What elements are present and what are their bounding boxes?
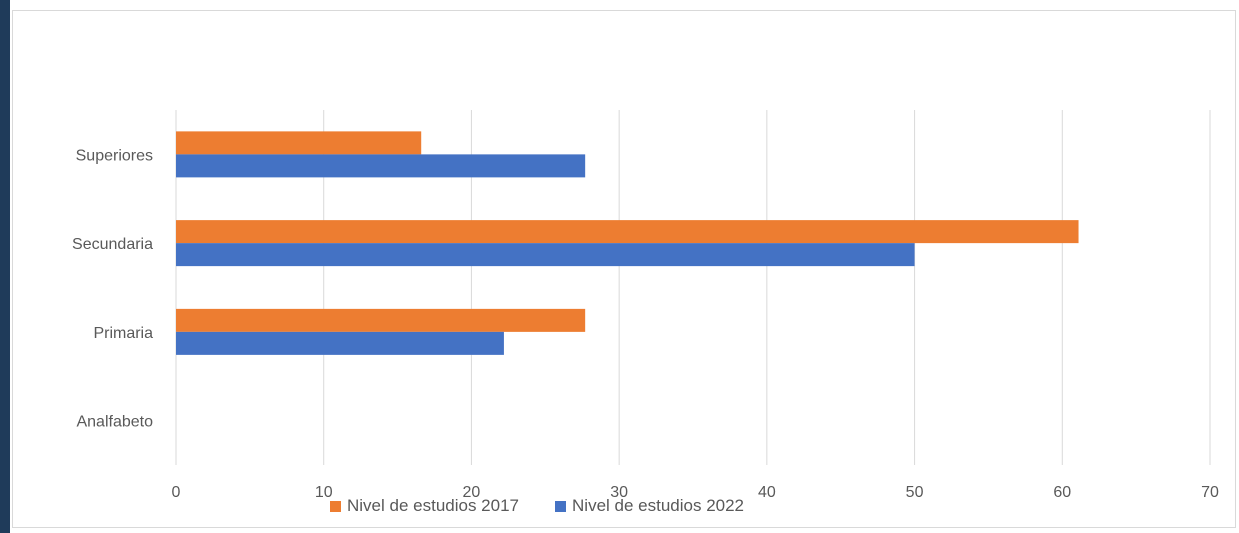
y-axis-categories: Analfabeto Primaria Secundaria Superiores	[72, 147, 153, 430]
bar-secundaria-2017	[176, 220, 1079, 244]
bar-primaria-2022	[176, 331, 504, 355]
bar-secundaria-2022	[176, 243, 915, 267]
x-tick-label: 60	[1053, 484, 1071, 501]
bar-primaria-2017	[176, 308, 586, 332]
bar-superiores-2017	[176, 131, 422, 155]
gridlines	[175, 110, 1211, 465]
x-tick-label: 40	[758, 484, 776, 501]
chart-area	[12, 10, 1236, 528]
window-edge-strip	[0, 0, 10, 533]
legend-label-2017: Nivel de estudios 2017	[347, 496, 520, 515]
x-tick-label: 0	[172, 484, 181, 501]
y-category-label: Primaria	[93, 325, 153, 342]
x-tick-label: 30	[610, 484, 628, 501]
y-category-label: Superiores	[76, 147, 153, 164]
x-tick-label: 70	[1201, 484, 1219, 501]
x-tick-label: 10	[315, 484, 333, 501]
y-category-label: Analfabeto	[76, 414, 153, 431]
x-tick-label: 20	[463, 484, 481, 501]
legend-swatch-2022	[555, 500, 567, 512]
legend-swatch-2017	[330, 500, 341, 512]
legend-item-2017: Nivel de estudios 2017	[330, 496, 519, 516]
bar-superiores-2022	[176, 154, 586, 178]
y-category-label: Secundaria	[72, 236, 153, 253]
legend: Nivel de estudios 2017 Nivel de estudios…	[330, 496, 744, 516]
x-tick-label: 50	[906, 484, 924, 501]
x-axis-ticks: 0 10 20 30 40 50 60 70	[172, 484, 1219, 501]
bars	[176, 131, 1079, 355]
legend-label-2022: Nivel de estudios 2022	[572, 496, 745, 515]
legend-item-2022: Nivel de estudios 2022	[555, 496, 744, 516]
